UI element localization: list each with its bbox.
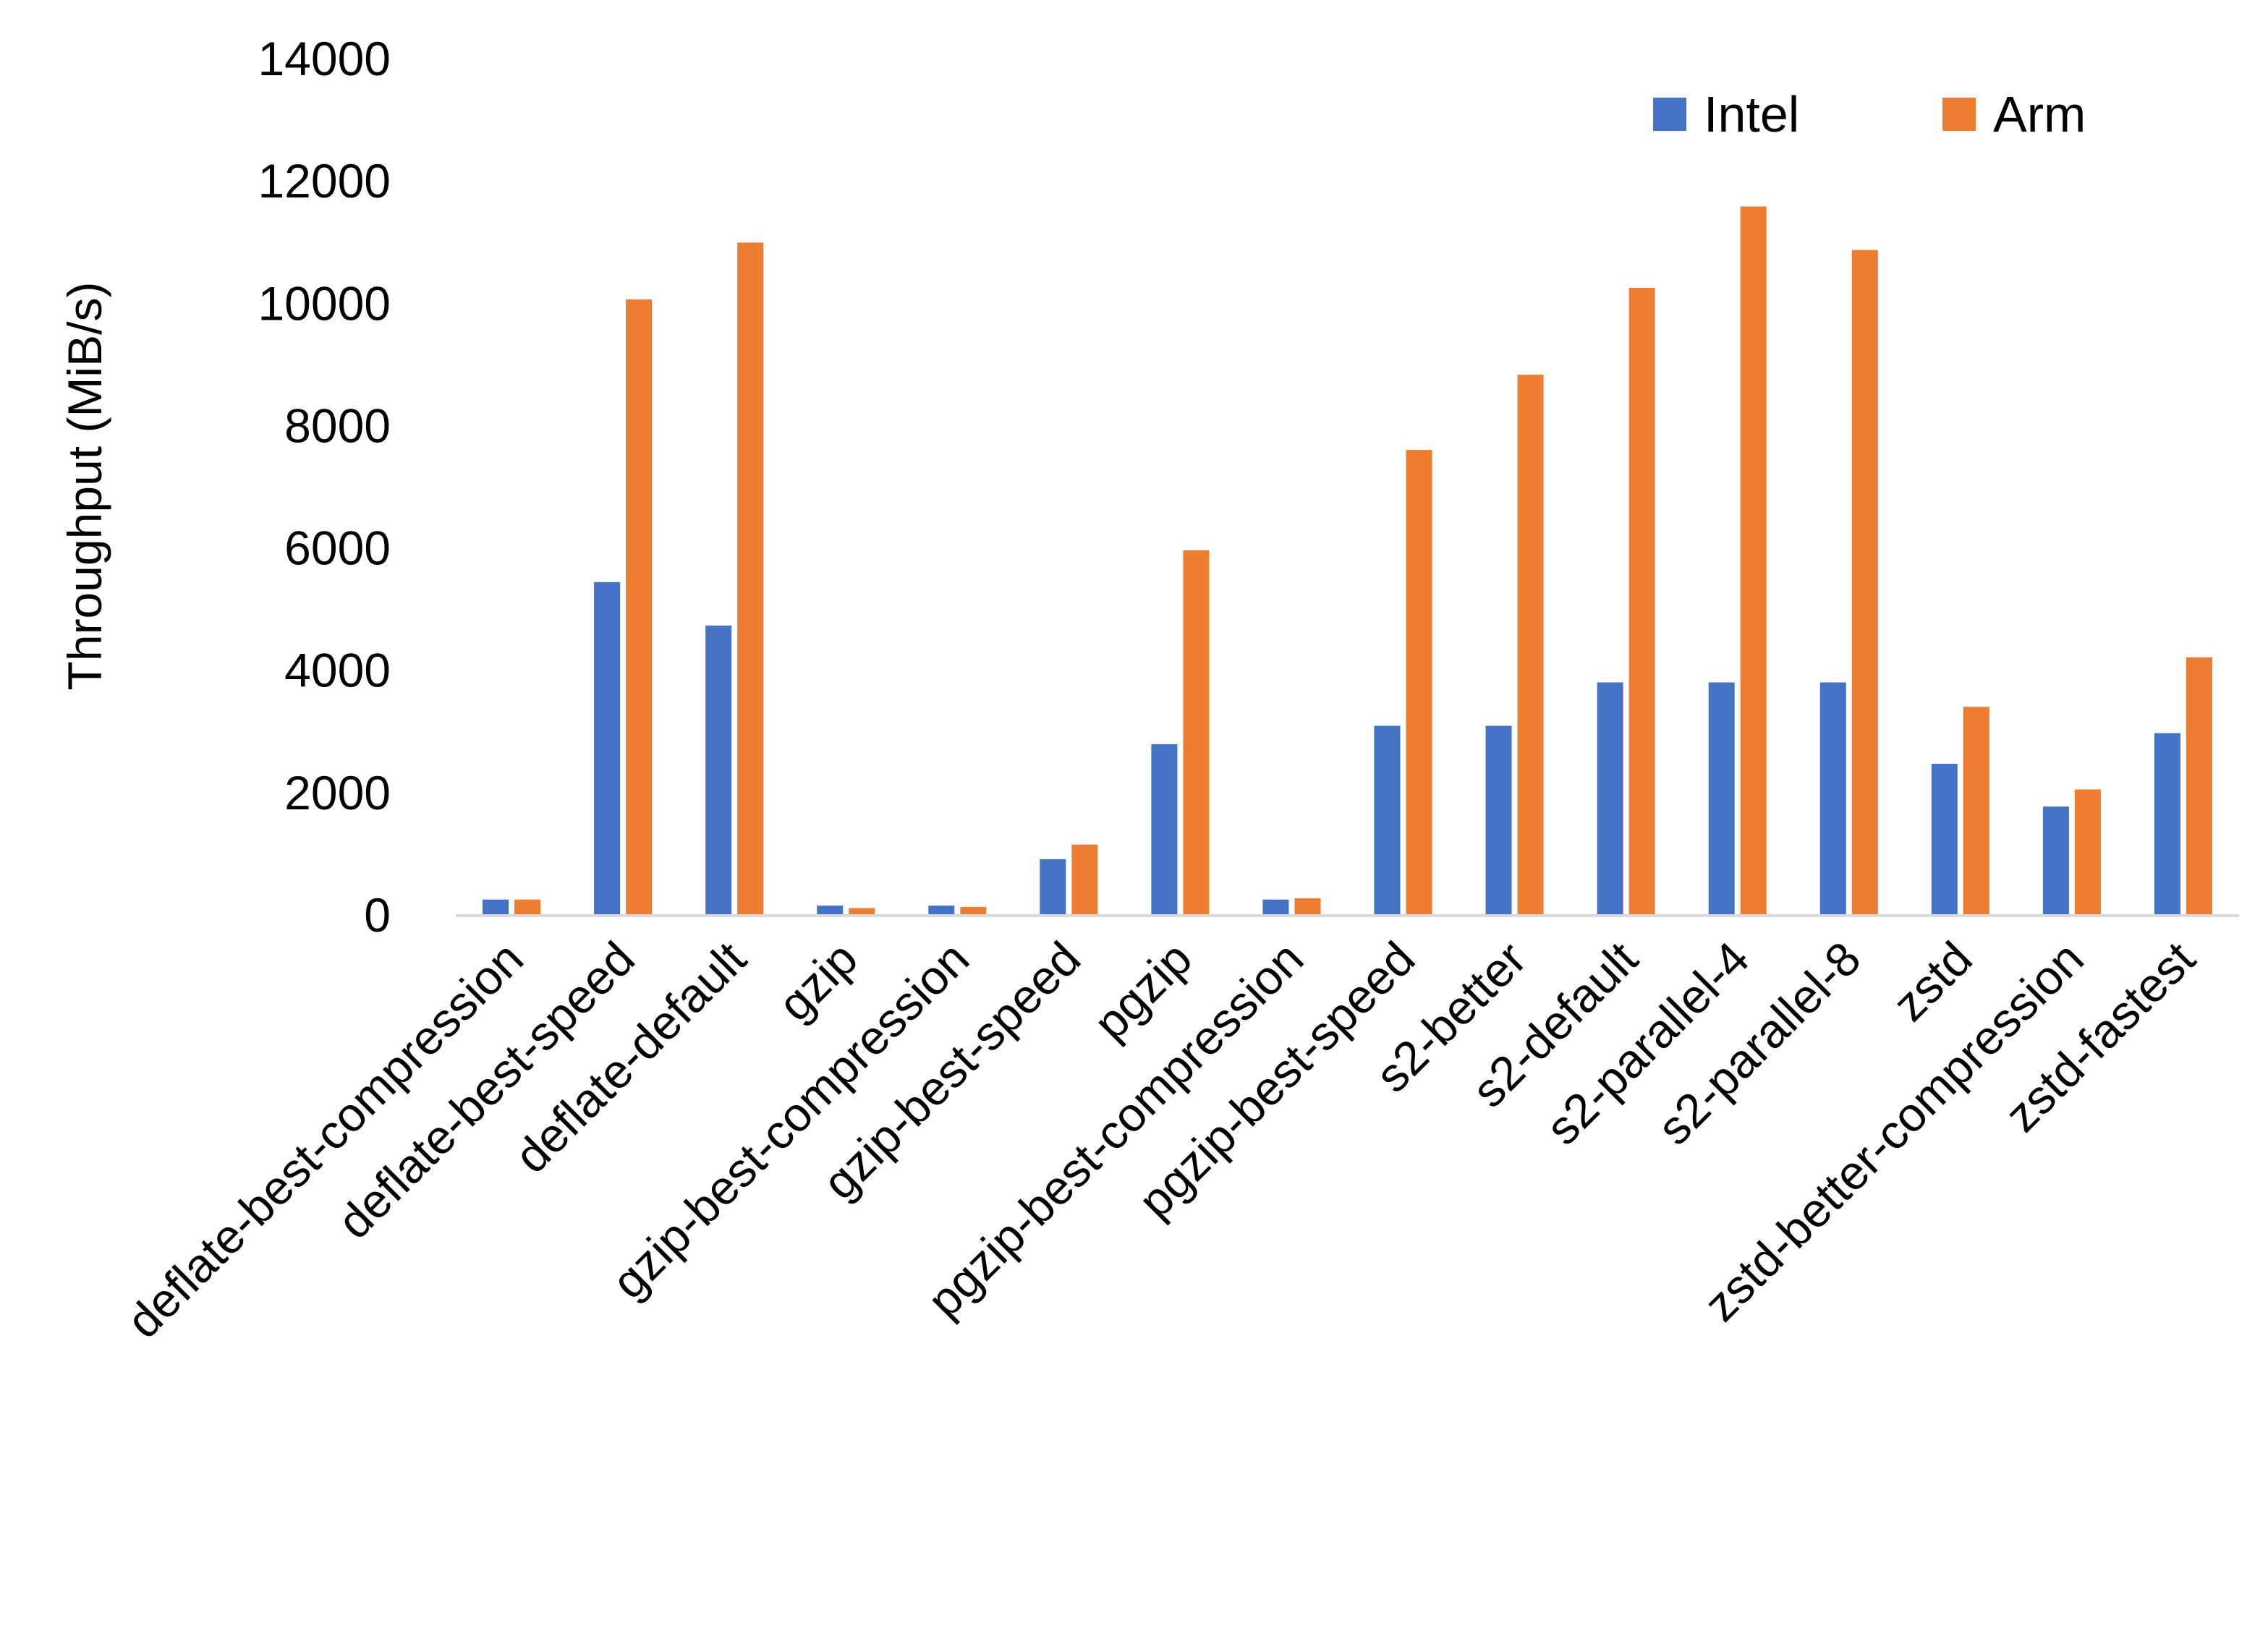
bar-intel-s2-parallel-4 [1708,682,1735,914]
bar-arm-gzip [849,908,875,914]
bar-arm-pgzip [1183,550,1210,914]
bar-arm-zstd-fastest [2186,657,2212,914]
bar-intel-zstd-fastest [2154,733,2180,914]
bar-intel-s2-parallel-8 [1819,682,1846,914]
legend-label-arm: Arm [1993,86,2086,142]
bar-arm-s2-parallel-4 [1740,206,1767,915]
y-tick-label: 6000 [284,521,391,575]
bar-intel-zstd-better-compression [2042,806,2069,914]
bar-arm-gzip-best-compression [960,906,987,914]
bar-arm-pgzip-best-speed [1406,450,1432,914]
legend-swatch-intel [1653,98,1686,131]
bar-intel-gzip-best-speed [1040,859,1066,914]
bars [483,206,2212,915]
bar-arm-deflate-best-speed [626,299,653,914]
legend-label-intel: Intel [1704,86,1799,142]
bar-arm-gzip-best-speed [1071,844,1098,914]
bar-arm-deflate-default [737,242,764,914]
x-tick-label: gzip [768,932,867,1031]
x-tick-label: zstd [1882,932,1982,1031]
bar-arm-zstd [1963,707,1989,914]
y-tick-label: 12000 [258,154,391,208]
bar-intel-s2-better [1485,725,1512,914]
bar-intel-gzip [817,906,844,914]
bar-intel-zstd [1931,763,1958,914]
bar-intel-s2-default [1597,682,1623,914]
y-tick-label: 14000 [258,32,391,85]
bar-arm-zstd-better-compression [2074,789,2101,914]
bar-intel-gzip-best-compression [928,906,955,914]
y-axis-ticks: 0 2000 4000 6000 8000 10000 12000 14000 [258,32,391,942]
bar-intel-pgzip [1151,744,1178,914]
y-axis-label: Throughput (MiB/s) [58,282,111,691]
legend: Intel Arm [1653,86,2086,142]
bar-intel-deflate-default [705,625,732,914]
y-tick-label: 4000 [284,644,391,697]
legend-swatch-arm [1942,98,1976,131]
x-axis-categories: deflate-best-compressiondeflate-best-spe… [116,932,2205,1348]
bar-arm-pgzip-best-compression [1294,898,1321,914]
bar-intel-deflate-best-compression [483,899,509,914]
bar-intel-deflate-best-speed [594,582,621,914]
bar-intel-pgzip-best-speed [1374,725,1401,914]
y-tick-label: 0 [364,888,391,942]
y-tick-label: 10000 [258,276,391,330]
bar-arm-deflate-best-compression [514,899,541,914]
y-tick-label: 8000 [284,399,391,452]
y-tick-label: 2000 [284,766,391,819]
bar-arm-s2-parallel-8 [1851,250,1878,914]
bar-intel-pgzip-best-compression [1262,899,1289,914]
bar-arm-s2-better [1517,375,1544,914]
bar-arm-s2-default [1628,287,1655,914]
